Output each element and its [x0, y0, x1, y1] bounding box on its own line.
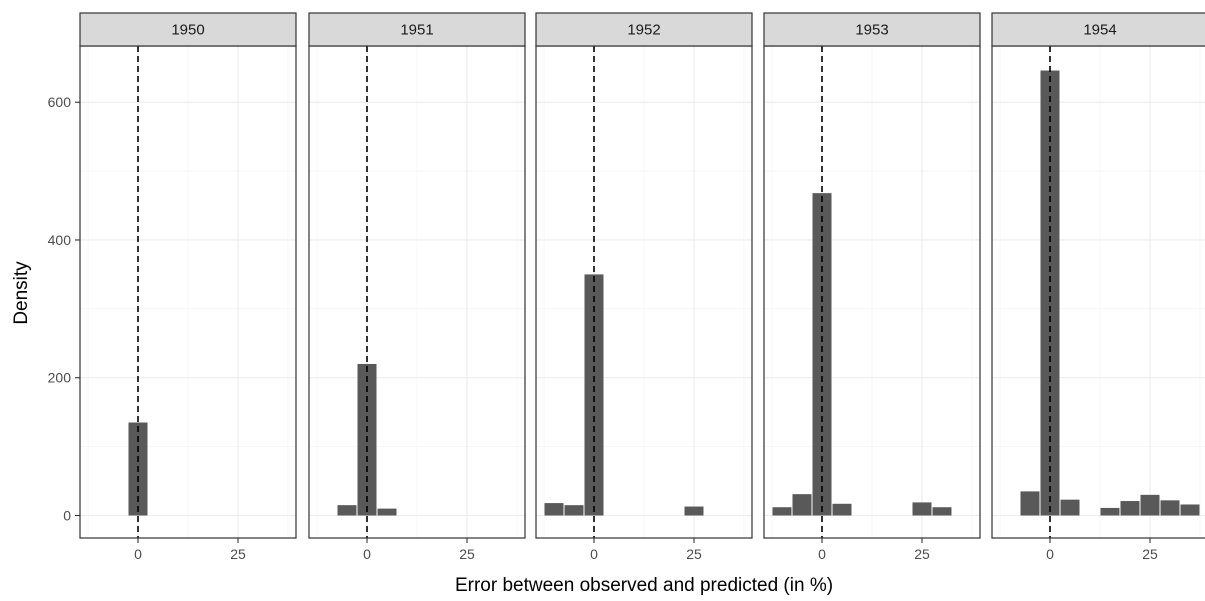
x-tick-label: 0: [363, 546, 371, 562]
x-tick-label: 0: [818, 546, 826, 562]
histogram-bar: [584, 274, 604, 516]
facet-panel-1953: 1953 0 25: [763, 12, 981, 562]
facet-strip-label: 1951: [400, 22, 433, 39]
x-tick-label: 25: [1142, 546, 1158, 562]
x-tick-label: 0: [590, 546, 598, 562]
histogram-bar: [772, 507, 792, 516]
facet-strip: [763, 12, 981, 47]
y-tick-label: 200: [48, 370, 72, 386]
y-tick-label: 0: [63, 508, 71, 524]
y-tick-label: 600: [48, 94, 72, 110]
histogram-bar: [1120, 501, 1140, 516]
facet-panel-1950: 1950 0 25: [79, 12, 297, 562]
facet-panel-1954: 1954 0 25: [991, 12, 1205, 562]
facet-strip: [991, 12, 1205, 47]
facet-strip-label: 1950: [171, 22, 204, 39]
histogram-bar: [544, 503, 564, 516]
facet-panel-1952: 1952 0 25: [535, 12, 753, 562]
y-axis-title: Density: [11, 261, 32, 325]
histogram-bar: [1100, 507, 1120, 516]
histogram-bar: [812, 193, 832, 516]
x-tick-label: 25: [914, 546, 930, 562]
histogram-bar: [377, 508, 397, 516]
histogram-bar: [1140, 494, 1160, 516]
facet-strip: [535, 12, 753, 47]
histogram-bar: [1040, 70, 1060, 516]
histogram-bar: [564, 505, 584, 516]
facet-panels: 1950 0 25 1951 0 25 1952 0 25 1953 0 25 1954 0 25: [79, 12, 1205, 562]
x-tick-label: 25: [230, 546, 246, 562]
facet-strip-label: 1952: [627, 22, 660, 39]
histogram-bar: [1180, 504, 1200, 516]
y-axis: 0 200 400 600: [48, 94, 80, 524]
histogram-bar: [1060, 499, 1080, 516]
histogram-bar: [912, 502, 932, 516]
facet-strip-label: 1954: [1083, 22, 1116, 39]
histogram-bar: [1020, 491, 1040, 516]
x-tick-label: 25: [459, 546, 475, 562]
facet-strip: [79, 12, 297, 47]
histogram-bar: [337, 505, 357, 516]
histogram-bar: [792, 494, 812, 516]
x-axis-title: Error between observed and predicted (in…: [455, 575, 833, 596]
x-tick-label: 25: [686, 546, 702, 562]
facet-strip: [308, 12, 526, 47]
facet-panel-1951: 1951 0 25: [308, 12, 526, 562]
x-tick-label: 0: [134, 546, 142, 562]
histogram-bar: [684, 506, 704, 516]
x-tick-label: 0: [1046, 546, 1054, 562]
histogram-bar: [1160, 500, 1180, 516]
panel-background: [992, 46, 1205, 538]
histogram-bar: [932, 507, 952, 516]
facet-strip-label: 1953: [855, 22, 888, 39]
y-tick-label: 400: [48, 232, 72, 248]
histogram-bar: [832, 503, 852, 516]
